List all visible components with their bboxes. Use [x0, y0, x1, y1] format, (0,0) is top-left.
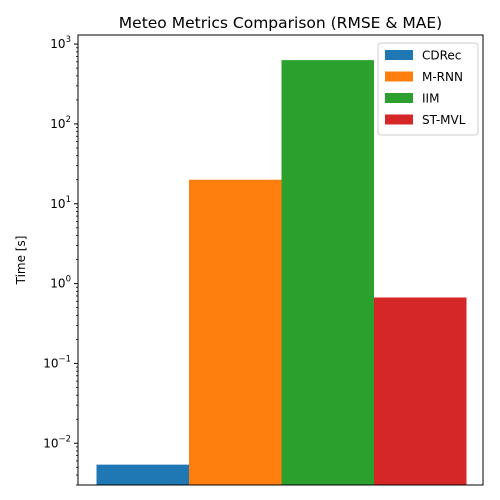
legend-label: M-RNN [422, 70, 463, 84]
legend-swatch [385, 50, 413, 60]
bar-iim [281, 60, 374, 485]
bar-st-mvl [374, 297, 467, 485]
legend-swatch [385, 71, 413, 82]
y-tick-label: 103 [50, 35, 71, 51]
plot-frame [77, 34, 484, 486]
y-axis-label: Time [s] [14, 236, 28, 286]
legend-swatch [385, 114, 413, 125]
bars-group [96, 60, 467, 486]
legend-label: IIM [422, 92, 439, 106]
legend-label: ST-MVL [422, 113, 466, 127]
y-tick-label: 102 [50, 115, 71, 131]
legend-swatch [385, 93, 413, 103]
y-tick-label: 100 [50, 275, 71, 291]
y-tick-label: 10−1 [43, 354, 71, 370]
legend-label: CDRec [422, 49, 461, 63]
bar-cdrec [96, 464, 189, 485]
legend-box [377, 42, 479, 136]
y-tick-label: 101 [50, 195, 71, 211]
legend: CDRec M-RNN IIM ST-MVL [377, 42, 479, 136]
chart-title: Meteo Metrics Comparison (RMSE & MAE) [119, 14, 442, 32]
bar-m-rnn [189, 179, 282, 486]
y-tick-label: 10−2 [43, 434, 71, 450]
y-axis: 10−2 10−1 100 101 102 103 [43, 35, 78, 486]
